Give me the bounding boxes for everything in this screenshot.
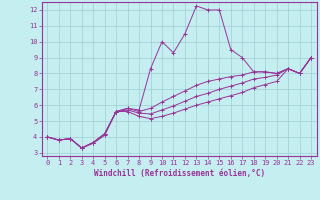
X-axis label: Windchill (Refroidissement éolien,°C): Windchill (Refroidissement éolien,°C) [94,169,265,178]
